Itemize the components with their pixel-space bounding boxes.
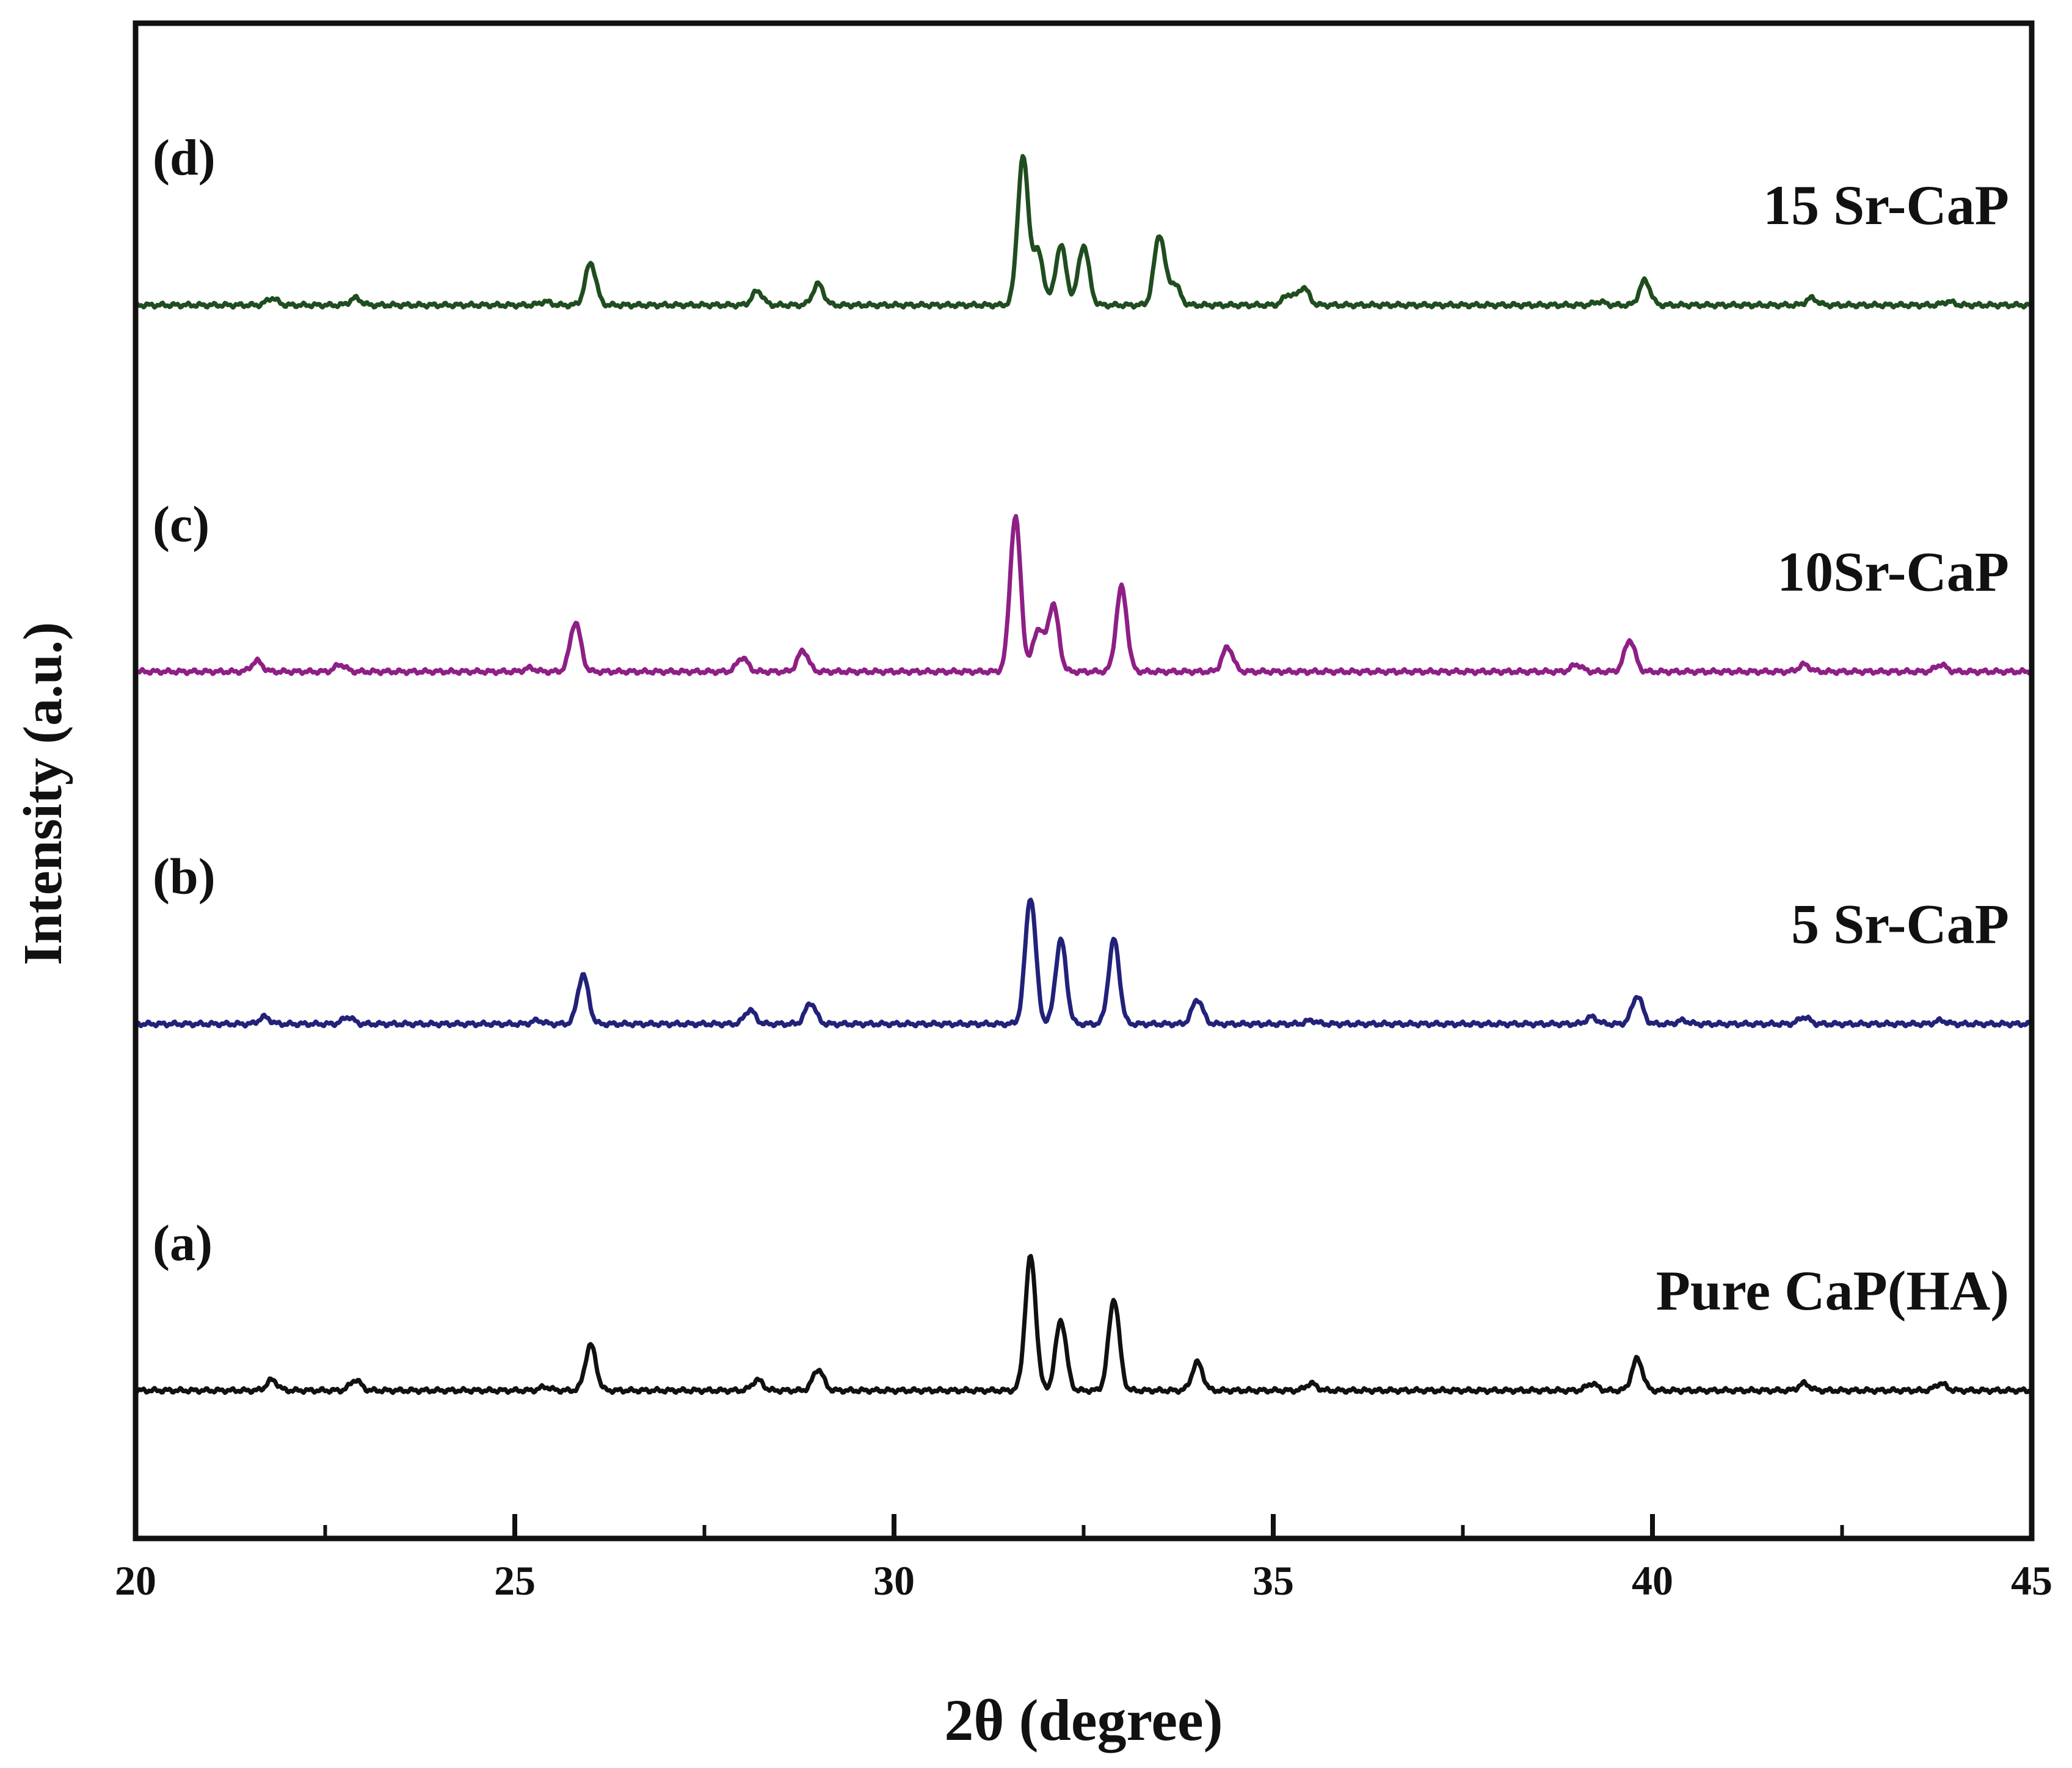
series-name-label: 10Sr-CaP (1777, 540, 2009, 603)
panel-label: (d) (153, 129, 216, 186)
series-name-label: 5 Sr-CaP (1791, 893, 2009, 955)
series-name-label: 15 Sr-CaP (1763, 174, 2009, 236)
x-tick-label: 40 (1632, 1557, 1673, 1604)
x-tick-label: 35 (1252, 1557, 1294, 1604)
y-axis-label: Intensity (a.u.) (13, 622, 73, 966)
series-line (134, 154, 2033, 310)
panel-label: (b) (153, 849, 216, 905)
x-tick-label: 20 (115, 1557, 156, 1604)
panel-label: (c) (153, 496, 209, 552)
series-name-label: Pure CaP(HA) (1656, 1259, 2009, 1322)
x-axis-label: 2θ (degree) (944, 1687, 1223, 1753)
x-tick-label: 30 (873, 1557, 915, 1604)
x-tick-label: 25 (494, 1557, 536, 1604)
x-ticks: 20 25 30 35 40 45 (115, 1514, 2052, 1604)
series-line (134, 1253, 2033, 1396)
panel-label: (a) (153, 1215, 213, 1272)
series-labels: (a) Pure CaP(HA) (b) 5 Sr-CaP (c) 10Sr-CaP (d)… (153, 129, 2009, 1322)
series-line (134, 513, 2034, 676)
series-line (134, 897, 2033, 1029)
series-layer (134, 154, 2034, 1396)
x-tick-label: 45 (2011, 1557, 2052, 1604)
